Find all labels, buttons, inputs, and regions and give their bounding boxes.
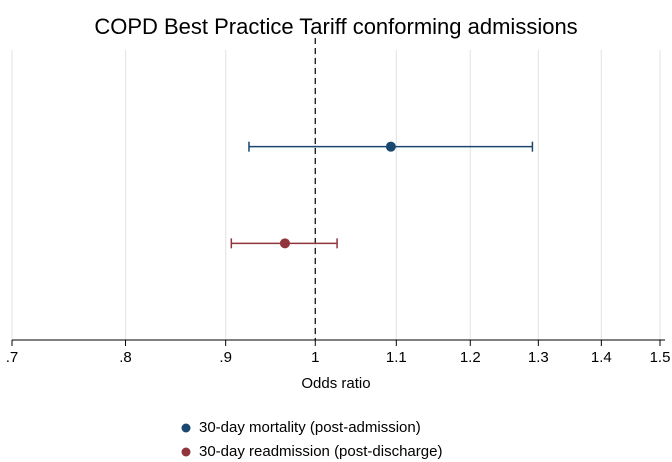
x-tick-label: .9 [219,349,232,366]
legend-marker [181,447,191,457]
x-tick-label: 1.5 [650,349,671,366]
x-tick-label: 1.1 [386,349,407,366]
legend-marker [181,423,191,433]
x-tick-label: .7 [6,349,19,366]
x-tick-label: .8 [119,349,132,366]
x-tick-label: 1 [311,349,319,366]
point [385,141,396,152]
x-axis-label: Odds ratio [301,375,370,392]
x-tick-label: 1.4 [591,349,612,366]
point [279,238,290,249]
x-tick-label: 1.3 [528,349,549,366]
x-tick-label: 1.2 [460,349,481,366]
legend-label: 30-day mortality (post-admission) [199,419,421,436]
legend-label: 30-day readmission (post-discharge) [199,443,442,460]
chart-title: COPD Best Practice Tariff conforming adm… [94,14,577,39]
